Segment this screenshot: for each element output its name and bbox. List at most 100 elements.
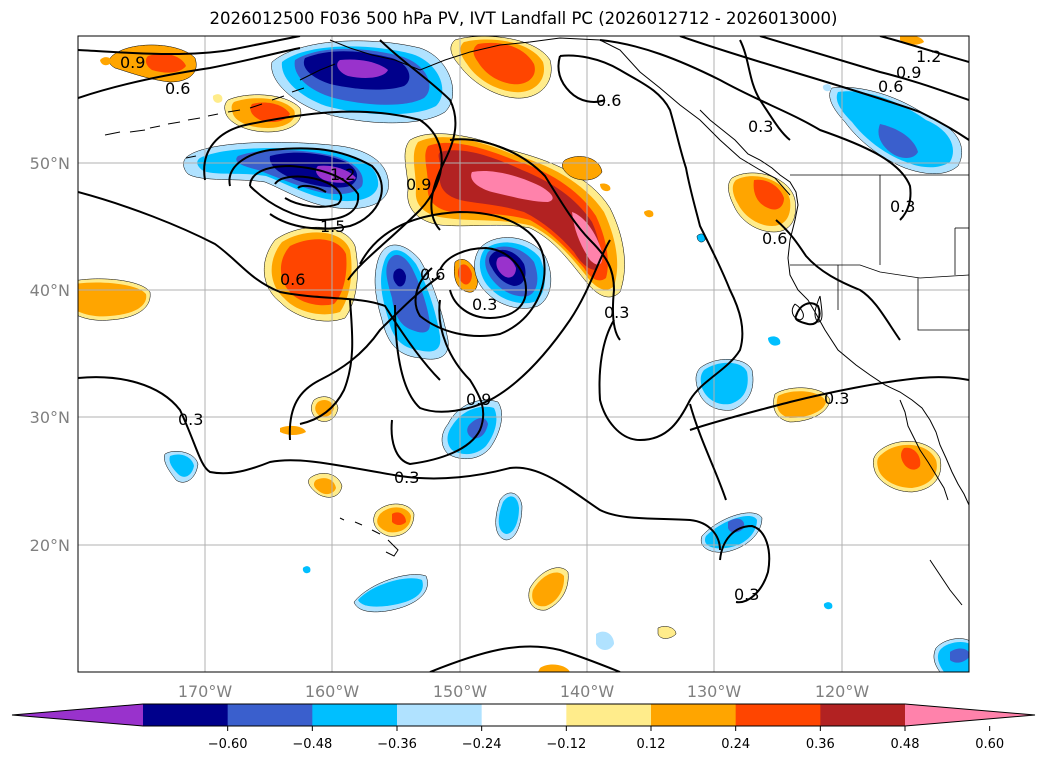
colorbar-extend-max xyxy=(905,704,1035,726)
contour-line xyxy=(249,164,360,222)
contour-label: 1.2 xyxy=(330,165,355,184)
contour-label: 0.6 xyxy=(420,265,445,284)
map-title: 2026012500 F036 500 hPa PV, IVT Landfall… xyxy=(209,9,838,28)
anomaly-small-negative xyxy=(768,336,781,346)
shade-red xyxy=(145,53,186,73)
contour-line xyxy=(228,147,383,230)
colorbar-tick-label: −0.48 xyxy=(292,737,332,752)
contour-label: 0.3 xyxy=(824,389,849,408)
contour-label: 0.6 xyxy=(878,77,903,96)
contour-line xyxy=(379,39,457,231)
colorbar-tick-label: 0.48 xyxy=(891,737,920,752)
contour-label: 0.3 xyxy=(890,197,915,216)
colorbar-box xyxy=(481,704,567,726)
shade-red xyxy=(901,447,921,470)
contour-line xyxy=(439,246,528,320)
contour-label: 0.6 xyxy=(596,91,621,110)
shade-orange xyxy=(313,478,336,495)
contour-line xyxy=(759,36,969,101)
contour-line xyxy=(429,645,621,672)
colorbar-tick-label: 0.12 xyxy=(637,737,666,752)
longitude-labels: 170°W 160°W 150°W 140°W 130°W 120°W xyxy=(178,682,870,701)
anomaly-small-positive xyxy=(538,664,570,672)
pv-contours xyxy=(78,36,969,672)
alaska-peninsula xyxy=(299,63,336,81)
contour-line xyxy=(679,36,969,141)
colorbar-box xyxy=(227,704,313,726)
lon-label: 130°W xyxy=(687,682,742,701)
colorbar-box xyxy=(143,704,229,726)
shade-red xyxy=(280,239,347,306)
contour-label: 0.6 xyxy=(165,79,190,98)
contour-label: 0.6 xyxy=(280,270,305,289)
anomaly-small-positive xyxy=(280,425,306,435)
shade-orange xyxy=(776,391,826,418)
colorbar-tick-label: −0.36 xyxy=(377,737,417,752)
shade-orange xyxy=(78,282,147,317)
colorbar-outline xyxy=(11,703,1036,727)
contour-line xyxy=(719,524,771,604)
shade-red xyxy=(392,512,406,525)
contour-line xyxy=(78,376,721,551)
contour-line xyxy=(689,403,727,501)
hawaii-islands xyxy=(339,517,399,557)
colorbar-tick-label: 0.24 xyxy=(721,737,750,752)
shade-pink xyxy=(471,170,553,202)
lat-label: 50°N xyxy=(30,154,70,173)
lon-label: 140°W xyxy=(560,682,615,701)
anomaly-small-negative xyxy=(696,233,706,243)
shade-skyblue xyxy=(169,454,194,477)
shade-red xyxy=(753,179,784,210)
political-borders xyxy=(790,174,970,331)
contour-labels: 0.9 0.6 1.2 1.5 0.6 0.9 0.6 0.3 0.9 0.3 … xyxy=(120,47,941,604)
contour-line xyxy=(274,175,343,208)
shade-orange xyxy=(315,400,334,417)
colorbar-box xyxy=(735,704,821,726)
colorbar-tick-label: 0.60 xyxy=(975,737,1004,752)
aleutian-islands xyxy=(104,87,305,159)
colorbar-tick-label: −0.60 xyxy=(208,737,248,752)
contour-line xyxy=(557,55,606,103)
colorbar: −0.60 −0.48 −0.36 −0.24 −0.12 0.12 0.24 0.36 0.4… xyxy=(11,703,1036,752)
lon-label: 160°W xyxy=(305,682,360,701)
map-frame xyxy=(77,35,970,673)
anomaly-small-positive xyxy=(100,57,112,66)
colorbar-box xyxy=(397,704,483,726)
contour-line xyxy=(599,39,912,221)
contour-line xyxy=(297,184,327,193)
colorbar-box xyxy=(312,704,398,726)
contour-line xyxy=(739,39,791,141)
shade-navy xyxy=(393,268,406,287)
lon-label: 120°W xyxy=(815,682,870,701)
colorbar-tick-label: −0.12 xyxy=(546,737,586,752)
anomaly-small-negative xyxy=(822,84,832,92)
contour-label: 0.3 xyxy=(472,295,497,314)
shade-purple xyxy=(316,165,356,183)
contour-label: 0.3 xyxy=(734,585,759,604)
shade-skyblue xyxy=(498,496,519,534)
contour-label: 0.3 xyxy=(748,117,773,136)
contour-line xyxy=(394,239,611,413)
graticule xyxy=(78,36,969,672)
colorbar-boxes xyxy=(11,703,1036,727)
contour-line xyxy=(78,36,301,56)
shade-royalblue xyxy=(878,124,918,158)
lon-label: 150°W xyxy=(433,682,488,701)
bc-coast xyxy=(699,109,969,506)
contour-line xyxy=(794,302,821,326)
lat-label: 40°N xyxy=(30,281,70,300)
contour-line xyxy=(559,54,744,442)
anomaly-small-positive xyxy=(600,183,611,192)
contour-line xyxy=(78,47,301,99)
anomaly-small-negative xyxy=(823,602,833,610)
sw-mexico-coast xyxy=(929,559,963,606)
contour-label: 1.2 xyxy=(916,47,941,66)
contour-line xyxy=(689,376,969,431)
anomaly-small-negative xyxy=(302,566,311,574)
colorbar-box xyxy=(820,704,906,726)
anomaly-small-positive xyxy=(644,210,654,218)
anomaly-cutoff-negative xyxy=(474,237,552,309)
contour-label: 0.9 xyxy=(466,390,491,409)
anomaly-north-positive xyxy=(450,36,552,99)
